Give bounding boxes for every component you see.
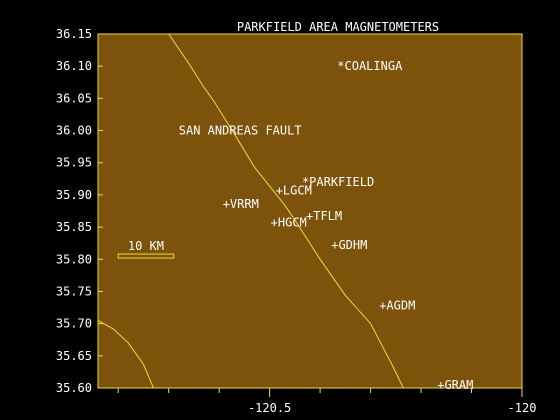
y-tick-label: 35.75	[56, 284, 92, 298]
scale-bar	[117, 253, 175, 259]
station-marker: +AGDM	[379, 299, 415, 313]
plot-area	[98, 34, 522, 388]
station-marker: +GDHM	[331, 238, 367, 252]
station-marker: +GRAM	[437, 378, 473, 392]
san-andreas-fault-line	[168, 33, 404, 389]
x-tick-label: -120.5	[248, 401, 291, 415]
fault-label: SAN ANDREAS FAULT	[179, 124, 302, 138]
scale-bar-label: 10 KM	[128, 239, 164, 253]
coastline-layer	[97, 319, 154, 389]
y-tick-label: 35.65	[56, 349, 92, 363]
map-title: PARKFIELD AREA MAGNETOMETERS	[237, 20, 439, 34]
y-tick-label: 36.10	[56, 59, 92, 73]
station-marker: +LGCM	[276, 183, 312, 197]
station-marker: +TFLM	[306, 209, 342, 223]
y-tick-label: 36.00	[56, 124, 92, 138]
y-tick-label: 35.90	[56, 188, 92, 202]
station-marker: +VRRM	[223, 197, 259, 211]
city-marker: *COALINGA	[337, 59, 403, 73]
y-axis: 36.15 36.10 36.05 36.00 35.95 35.90 35.85 35.80…	[56, 27, 103, 395]
x-tick-label: -120	[508, 401, 537, 415]
y-tick-label: 35.85	[56, 220, 92, 234]
x-axis: -120.5 -120	[117, 388, 537, 415]
y-tick-label: 36.15	[56, 27, 92, 41]
city-marker: *PARKFIELD	[302, 175, 374, 189]
y-tick-label: 35.60	[56, 381, 92, 395]
y-tick-label: 35.95	[56, 156, 92, 170]
station-marker: +HGCM	[271, 216, 307, 230]
fault-layer: SAN ANDREAS FAULT	[168, 33, 404, 389]
y-tick-label: 35.70	[56, 317, 92, 331]
plot-frame	[97, 33, 523, 389]
coastline	[97, 319, 154, 389]
marker-layer: *COALINGA *PARKFIELD+LGCM +VRRM +HGCM +TFLM +…	[117, 59, 473, 392]
frame-layer	[97, 33, 523, 389]
y-tick-label: 36.05	[56, 91, 92, 105]
y-tick-label: 35.80	[56, 252, 92, 266]
